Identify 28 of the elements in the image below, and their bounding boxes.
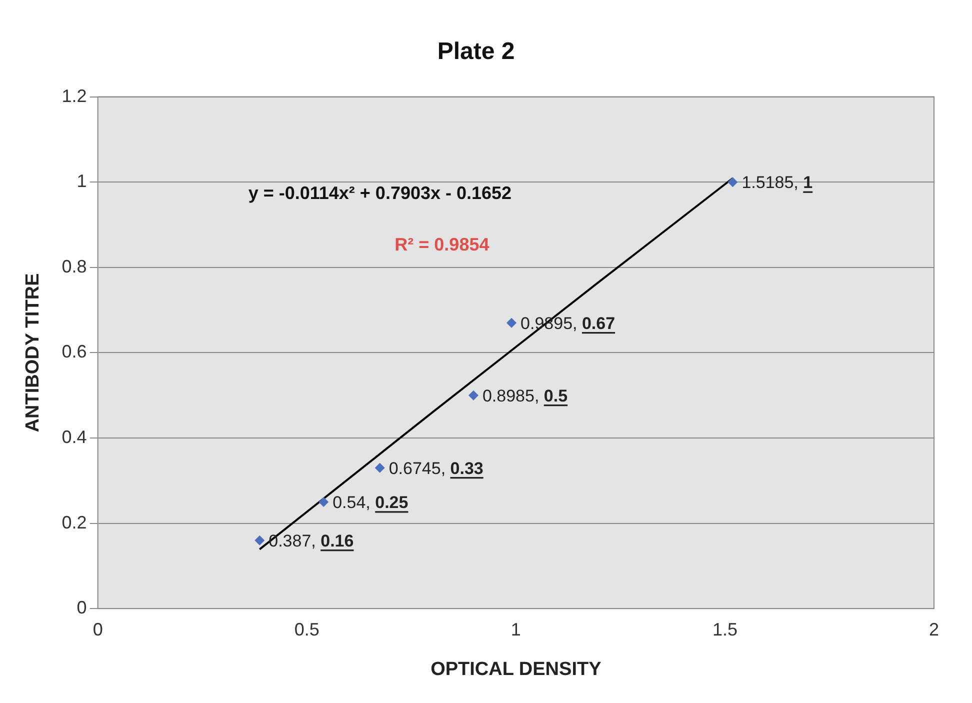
x-tick-label: 1.5 xyxy=(712,619,738,640)
point xyxy=(254,535,265,546)
data-label: 0.54, 0.25 xyxy=(332,492,408,512)
x-tick-label: 1 xyxy=(510,619,521,640)
y-tick-label: 1 xyxy=(76,171,87,192)
annotation: y = -0.0114x² + 0.7903x - 0.1652 xyxy=(248,183,512,204)
y-tick-label: 0.6 xyxy=(62,342,87,362)
x-tick-label: 0.5 xyxy=(294,619,320,640)
data-label: 1.5185, 1 xyxy=(742,173,813,192)
y-tick-label: 0.4 xyxy=(62,426,87,447)
point xyxy=(506,318,517,328)
data-label: 0.8985, 0.5 xyxy=(482,386,568,406)
y-tick-label: 0 xyxy=(76,598,87,618)
point xyxy=(318,496,329,507)
x-tick-label: 2 xyxy=(928,619,940,640)
x-tick-label: 0 xyxy=(92,619,103,640)
point xyxy=(468,390,478,400)
x-axis-title: OPTICAL DENSITY xyxy=(430,658,602,680)
y-tick-label: 0.8 xyxy=(62,256,87,276)
point xyxy=(728,177,738,188)
data-label: 0.6745, 0.33 xyxy=(388,458,484,478)
point xyxy=(374,462,385,473)
data-label: 0.387, 0.16 xyxy=(268,531,354,550)
chart-title: Plate 2 xyxy=(437,38,515,66)
annotation: R² = 0.9854 xyxy=(394,234,490,254)
y-axis-title: ANTIBODY TITRE xyxy=(22,273,44,432)
y-tick-label: 0.2 xyxy=(62,512,87,532)
y-tick-label: 1.2 xyxy=(62,86,87,106)
